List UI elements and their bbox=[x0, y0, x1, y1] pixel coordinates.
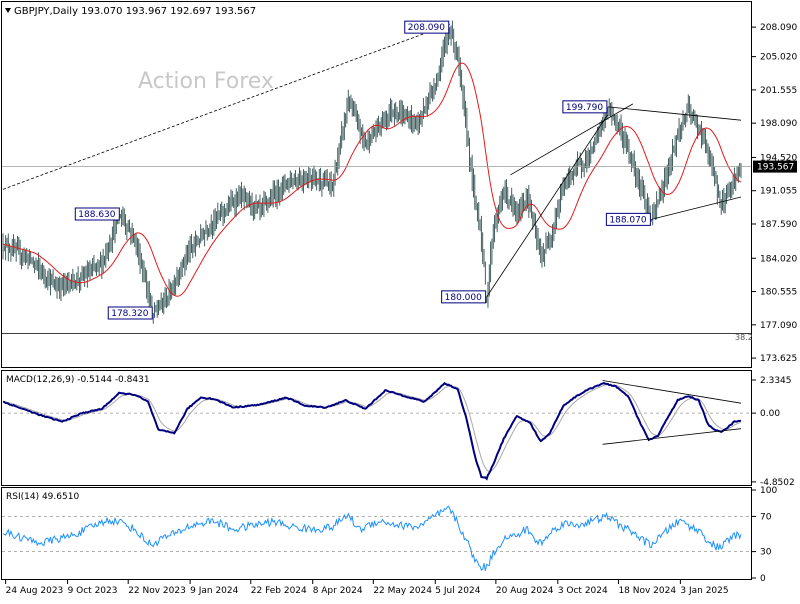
rsi-label: RSI(14) 49.6510 bbox=[6, 492, 79, 502]
price-y-tick-label: 208.090 bbox=[760, 23, 797, 33]
price-annotation-label: 199.790 bbox=[566, 103, 603, 113]
rsi-line bbox=[2, 505, 742, 571]
macd-label: MACD(12,26,9) -0.5144 -0.8431 bbox=[6, 375, 150, 385]
collapse-triangle-icon[interactable] bbox=[5, 8, 11, 13]
x-axis-tick-label: 22 May 2024 bbox=[373, 586, 432, 596]
macd-triangle-upper bbox=[602, 380, 742, 404]
rising-channel-upper-line bbox=[510, 103, 634, 176]
macd-triangle-lower bbox=[602, 428, 742, 445]
x-axis-tick-label: 22 Feb 2024 bbox=[251, 586, 307, 596]
price-panel-frame bbox=[1, 1, 752, 368]
price-y-tick-label: 184.020 bbox=[760, 254, 797, 264]
price-y-tick-label: 201.555 bbox=[760, 86, 797, 96]
price-y-tick-label: 173.625 bbox=[760, 354, 797, 364]
fib-level-label: 38.2 bbox=[735, 333, 753, 342]
x-axis-tick-label: 22 Nov 2023 bbox=[128, 586, 186, 596]
triangle-lower-line bbox=[651, 196, 742, 220]
x-axis-tick-label: 9 Jan 2024 bbox=[190, 586, 238, 596]
price-y-tick-label: 191.055 bbox=[760, 187, 797, 197]
current-price-badge bbox=[753, 160, 797, 173]
x-axis-tick-label: 9 Oct 2023 bbox=[68, 586, 118, 596]
x-axis-tick-label: 3 Oct 2024 bbox=[558, 586, 608, 596]
price-annotation-label: 188.630 bbox=[78, 210, 115, 220]
price-annotation-label: 178.320 bbox=[111, 309, 148, 319]
macd-y-tick-label: -4.8502 bbox=[760, 478, 795, 488]
chart-header: GBPJPY,Daily 193.070 193.967 192.697 193… bbox=[14, 6, 256, 17]
price-annotation-box bbox=[107, 306, 153, 320]
x-axis-tick-label: 24 Aug 2023 bbox=[6, 586, 64, 596]
x-axis-tick-label: 3 Jan 2025 bbox=[680, 586, 728, 596]
x-axis-tick-label: 8 Apr 2024 bbox=[313, 586, 363, 596]
price-y-tick-label: 177.090 bbox=[760, 321, 797, 331]
long-term-dashed-trendline bbox=[2, 23, 450, 190]
price-y-tick-label: 194.520 bbox=[760, 153, 797, 163]
price-y-tick-label: 180.555 bbox=[760, 288, 797, 298]
triangle-upper-line bbox=[607, 106, 742, 121]
price-annotation-box bbox=[562, 100, 608, 114]
x-axis-tick-label: 5 Jul 2024 bbox=[435, 586, 480, 596]
rsi-y-tick-label: 30 bbox=[760, 548, 772, 558]
price-annotation-box bbox=[74, 207, 120, 221]
rsi-y-tick-label: 0 bbox=[760, 574, 766, 584]
current-price-badge-text: 193.567 bbox=[757, 163, 794, 173]
price-annotation-box bbox=[404, 20, 450, 34]
rsi-y-tick-label: 70 bbox=[760, 512, 772, 522]
macd-panel-frame bbox=[1, 370, 752, 486]
rsi-panel-frame bbox=[1, 487, 752, 580]
macd-y-tick-label: 0.00 bbox=[760, 409, 780, 419]
rsi-y-tick-label: 100 bbox=[760, 486, 777, 496]
price-y-tick-label: 205.020 bbox=[760, 53, 797, 63]
moving-average-line bbox=[2, 62, 742, 297]
x-axis-tick-label: 20 Aug 2024 bbox=[496, 586, 554, 596]
price-annotation-label: 188.070 bbox=[609, 215, 646, 225]
price-annotation-label: 180.000 bbox=[445, 293, 482, 303]
watermark: Action Forex bbox=[138, 69, 274, 94]
rising-channel-lower-line bbox=[486, 114, 609, 298]
price-annotation-label: 208.090 bbox=[408, 23, 445, 33]
price-annotation-box bbox=[605, 212, 651, 226]
x-axis-tick-label: 18 Nov 2024 bbox=[618, 586, 676, 596]
macd-y-tick-label: 2.3345 bbox=[760, 376, 792, 386]
price-annotation-box bbox=[441, 290, 487, 304]
macd-main-line bbox=[2, 382, 742, 481]
price-y-tick-label: 198.090 bbox=[760, 119, 797, 129]
price-y-tick-label: 187.590 bbox=[760, 220, 797, 230]
